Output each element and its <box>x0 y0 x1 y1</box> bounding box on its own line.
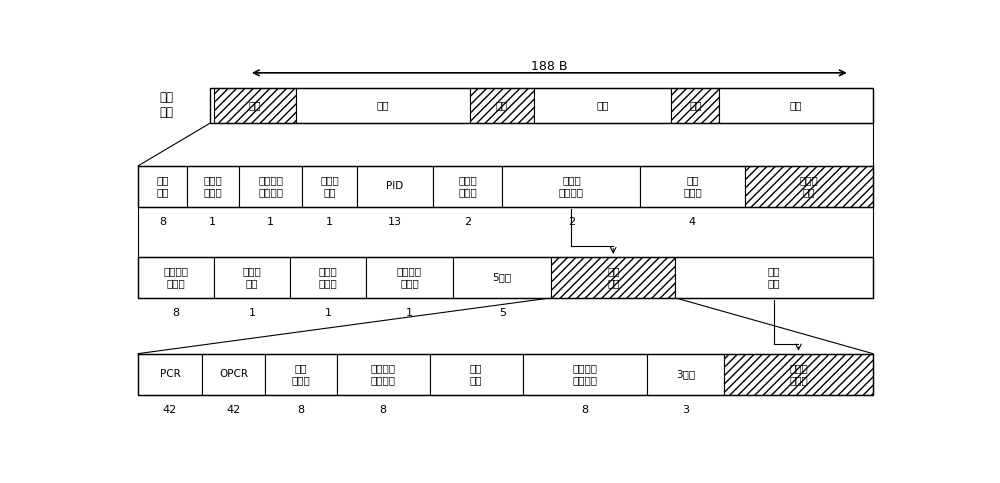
Bar <box>453 257 551 298</box>
Bar <box>202 354 265 395</box>
Text: 传送用户
数据长度: 传送用户 数据长度 <box>371 363 396 385</box>
Text: 负荷: 负荷 <box>790 100 802 111</box>
Bar <box>210 88 873 123</box>
Bar <box>745 166 873 207</box>
Text: 8: 8 <box>159 217 167 227</box>
Text: 8: 8 <box>581 405 588 415</box>
Bar <box>640 166 745 207</box>
Bar <box>719 88 873 123</box>
Bar <box>290 257 366 298</box>
Text: 传送
包流: 传送 包流 <box>159 91 173 119</box>
Bar <box>433 166 502 207</box>
Bar <box>551 257 675 298</box>
Text: 1: 1 <box>406 308 413 318</box>
Text: 负荷: 负荷 <box>597 100 609 111</box>
Text: 传送优
先级: 传送优 先级 <box>320 175 339 197</box>
Text: 3: 3 <box>682 405 689 415</box>
Text: 随机接
人指示: 随机接 人指示 <box>319 267 337 288</box>
Bar <box>296 88 470 123</box>
Text: 传送加
扰控制: 传送加 扰控制 <box>458 175 477 197</box>
Text: 切换
倒计数: 切换 倒计数 <box>292 363 310 385</box>
Bar <box>239 166 302 207</box>
Text: 基本流优
先指示: 基本流优 先指示 <box>397 267 422 288</box>
Text: 传送差
错指示: 传送差 错指示 <box>204 175 222 197</box>
Text: PCR: PCR <box>160 369 180 379</box>
Text: 负荷: 负荷 <box>376 100 389 111</box>
Text: 188 B: 188 B <box>531 60 568 73</box>
Text: 包头: 包头 <box>689 100 702 111</box>
Text: 2: 2 <box>568 217 575 227</box>
Text: 1: 1 <box>249 308 256 318</box>
Bar <box>671 88 719 123</box>
Text: 扩展自
适应段: 扩展自 适应段 <box>789 363 808 385</box>
Text: 不连续
指示: 不连续 指示 <box>243 267 261 288</box>
Text: 8: 8 <box>173 308 180 318</box>
Text: 包头: 包头 <box>496 100 508 111</box>
Bar <box>534 88 671 123</box>
Text: 包头: 包头 <box>249 100 261 111</box>
Text: 13: 13 <box>388 217 402 227</box>
Bar <box>302 166 357 207</box>
Bar <box>357 166 433 207</box>
Bar <box>366 257 453 298</box>
Text: 42: 42 <box>226 405 241 415</box>
Bar <box>430 354 523 395</box>
Text: 42: 42 <box>163 405 177 415</box>
Text: 1: 1 <box>209 217 216 227</box>
Text: 4: 4 <box>689 217 696 227</box>
Bar <box>187 166 239 207</box>
Text: 同步
字节: 同步 字节 <box>156 175 169 197</box>
Text: 8: 8 <box>380 405 387 415</box>
Text: 自适应字
段长度: 自适应字 段长度 <box>164 267 189 288</box>
Text: 1: 1 <box>267 217 274 227</box>
Bar <box>138 166 187 207</box>
Text: 3标志: 3标志 <box>676 369 695 379</box>
Bar <box>337 354 430 395</box>
Text: 自适应
字段: 自适应 字段 <box>800 175 818 197</box>
Text: 自适应
字段控制: 自适应 字段控制 <box>559 175 584 197</box>
Bar <box>647 354 724 395</box>
Bar <box>502 166 640 207</box>
Bar <box>138 166 873 207</box>
Text: 填充
字节: 填充 字节 <box>768 267 780 288</box>
Bar <box>214 257 290 298</box>
Bar <box>138 257 214 298</box>
Text: 扩展自适
应段长度: 扩展自适 应段长度 <box>572 363 597 385</box>
Text: 5标志: 5标志 <box>492 272 512 283</box>
Bar <box>523 354 647 395</box>
Text: 5: 5 <box>499 308 506 318</box>
Text: 负荷单元
开始指示: 负荷单元 开始指示 <box>258 175 283 197</box>
Bar <box>724 354 873 395</box>
Bar <box>265 354 337 395</box>
Text: OPCR: OPCR <box>219 369 248 379</box>
Text: 1: 1 <box>326 217 333 227</box>
Text: 8: 8 <box>297 405 304 415</box>
Bar <box>138 354 202 395</box>
Text: 1: 1 <box>325 308 332 318</box>
Bar <box>675 257 873 298</box>
Text: 连续
计数器: 连续 计数器 <box>683 175 702 197</box>
Bar <box>470 88 534 123</box>
Text: 附加
字段: 附加 字段 <box>607 267 620 288</box>
Bar <box>138 257 873 298</box>
Bar <box>138 354 873 395</box>
Text: 用户
数据: 用户 数据 <box>470 363 482 385</box>
Text: PID: PID <box>386 181 403 191</box>
Bar <box>214 88 296 123</box>
Text: 2: 2 <box>464 217 471 227</box>
